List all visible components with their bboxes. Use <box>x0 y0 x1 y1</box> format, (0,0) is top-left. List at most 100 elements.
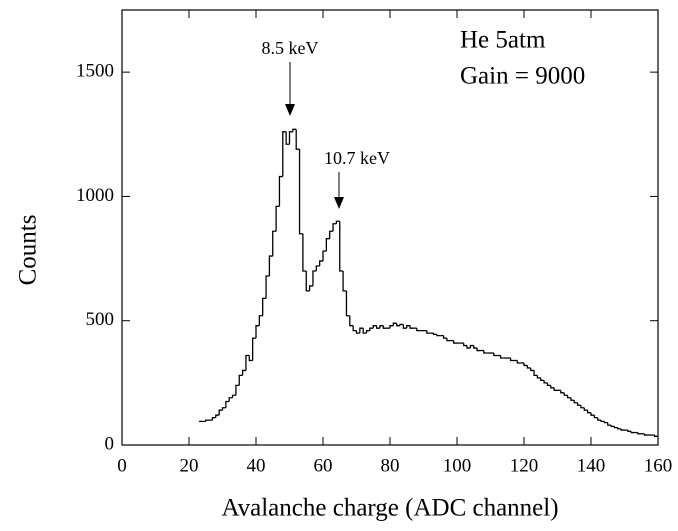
histogram-step <box>463 343 468 347</box>
histogram-step <box>372 325 377 329</box>
histogram-step <box>620 428 625 431</box>
histogram-step <box>630 431 635 434</box>
histogram-step <box>402 324 407 329</box>
histogram-step <box>590 412 595 416</box>
histogram-step <box>359 327 364 334</box>
histogram-step <box>469 344 474 349</box>
histogram-step <box>221 407 226 411</box>
histogram-step <box>322 250 327 262</box>
histogram-step <box>332 223 337 232</box>
histogram-step <box>298 149 303 235</box>
histogram-step <box>349 315 354 327</box>
x-tick-label: 160 <box>644 455 673 476</box>
arrow-head <box>334 197 344 209</box>
histogram-step <box>483 350 488 354</box>
histogram-step <box>275 205 280 232</box>
histogram-step <box>305 271 310 292</box>
histogram-step <box>318 260 323 267</box>
x-tick-label: 100 <box>443 455 472 476</box>
histogram-step <box>238 374 243 386</box>
histogram-step <box>627 430 632 432</box>
histogram-step <box>493 353 498 357</box>
histogram-step <box>452 340 457 344</box>
histogram-step <box>587 410 591 414</box>
histogram-step <box>416 328 421 332</box>
histogram-step <box>272 230 277 257</box>
x-tick-label: 0 <box>117 455 127 476</box>
histogram-step <box>523 362 528 367</box>
y-axis-label: Counts <box>15 215 42 286</box>
histogram-step <box>603 421 608 424</box>
y-tick-label: 1000 <box>76 185 114 206</box>
histogram-step <box>382 325 387 329</box>
histogram-step <box>205 419 210 422</box>
histogram-step <box>617 427 622 430</box>
histogram-step <box>315 265 320 271</box>
histogram-step <box>352 325 357 332</box>
histogram-step <box>308 285 313 291</box>
x-tick-label: 120 <box>510 455 539 476</box>
histogram-step <box>436 334 441 337</box>
histogram-step <box>375 325 380 329</box>
histogram-step <box>389 325 394 329</box>
histogram-step <box>241 369 246 376</box>
x-tick-label: 20 <box>180 455 199 476</box>
y-tick-label: 0 <box>105 433 115 454</box>
histogram-step <box>335 220 340 224</box>
histogram-step <box>329 230 334 239</box>
histogram-step <box>255 325 260 339</box>
histogram-step <box>543 380 548 384</box>
histogram-step <box>302 233 307 272</box>
histogram-step <box>345 290 350 317</box>
x-axis-label: Avalanche charge (ADC channel) <box>221 495 558 522</box>
histogram-step <box>536 375 541 379</box>
x-tick-label: 80 <box>381 455 400 476</box>
histogram-step <box>593 415 598 419</box>
histogram-step <box>325 238 330 252</box>
histogram-step <box>499 355 504 359</box>
histogram-step <box>396 323 401 327</box>
histogram-step <box>251 337 256 361</box>
histogram-step <box>509 358 514 362</box>
histogram-step <box>218 409 223 416</box>
annotation: Gain = 9000 <box>460 63 585 90</box>
histogram-step <box>526 365 531 369</box>
histogram-step <box>215 414 220 418</box>
histogram-step <box>355 330 360 334</box>
histogram-step <box>613 426 618 429</box>
histogram-step <box>583 407 588 411</box>
histogram-step <box>607 422 612 426</box>
arrow-head <box>285 104 295 116</box>
histogram-step <box>442 335 447 339</box>
histogram-step <box>530 367 535 372</box>
histogram-step <box>563 392 568 396</box>
histogram-step <box>362 328 367 334</box>
histogram-step <box>295 129 300 150</box>
histogram-step <box>235 384 240 396</box>
histogram-step <box>553 387 558 391</box>
histogram-step <box>546 382 551 386</box>
y-tick-label: 500 <box>86 309 115 330</box>
histogram-step <box>369 327 374 331</box>
histogram-step <box>288 131 293 145</box>
histogram-step <box>211 417 216 421</box>
histogram-step <box>643 433 648 436</box>
histogram-step <box>265 275 270 299</box>
histogram-step <box>379 325 384 329</box>
histogram-step <box>426 330 431 334</box>
histogram-step <box>466 345 471 349</box>
histogram-step <box>285 131 290 145</box>
histogram-step <box>365 330 370 334</box>
x-tick-label: 60 <box>314 455 333 476</box>
histogram-step <box>540 377 545 382</box>
histogram-step <box>560 390 565 394</box>
x-tick-label: 40 <box>247 455 266 476</box>
histogram-step <box>473 345 478 349</box>
x-tick-label: 140 <box>577 455 606 476</box>
histogram-step <box>446 338 451 342</box>
histogram-step <box>312 270 317 286</box>
histogram-step <box>258 315 263 326</box>
histogram-step <box>245 354 250 371</box>
